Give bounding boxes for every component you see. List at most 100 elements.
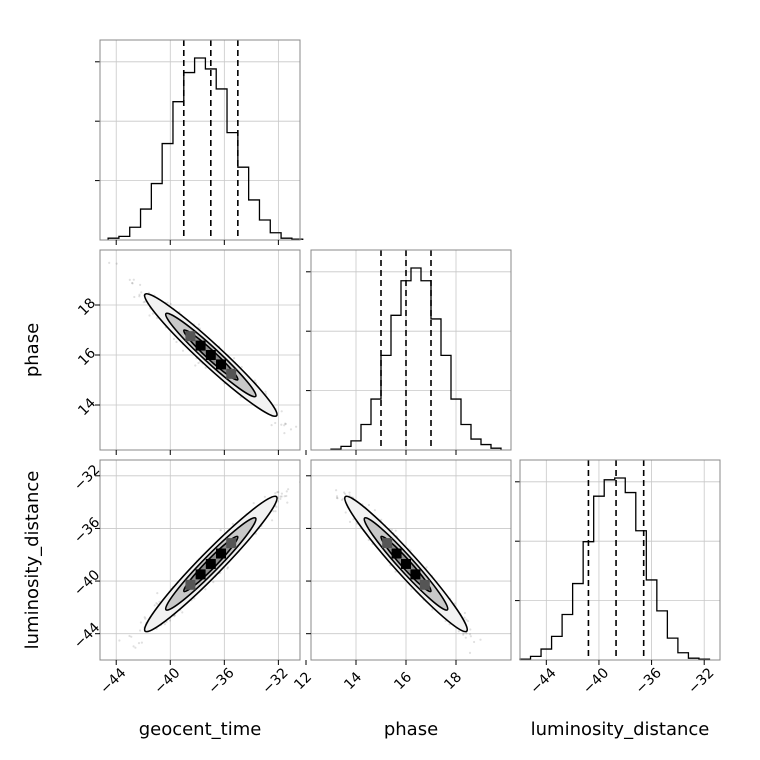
sample-point: [142, 301, 145, 304]
sample-point: [156, 603, 159, 606]
sample-point: [457, 630, 460, 633]
sample-point: [279, 497, 282, 500]
sample-point: [253, 379, 256, 382]
density-peak: [382, 538, 393, 549]
sample-point: [280, 423, 283, 426]
panel-frame: [99, 249, 301, 451]
sample-point: [166, 301, 169, 304]
density-peak: [410, 569, 421, 580]
sample-point: [390, 528, 393, 532]
sample-point: [453, 602, 456, 605]
sample-point: [168, 619, 172, 622]
sample-point: [212, 581, 215, 584]
sample-point: [462, 633, 465, 636]
x-axis-label-phase: phase: [384, 719, 438, 740]
density-peak: [216, 548, 227, 559]
sample-point: [462, 632, 465, 635]
y-tick-label: 18: [75, 295, 99, 319]
sample-point: [139, 283, 142, 286]
sample-point: [156, 592, 159, 595]
sample-point: [139, 621, 142, 624]
sample-point: [280, 410, 283, 413]
sample-point: [286, 501, 289, 504]
density-peak: [185, 579, 196, 590]
sample-point: [277, 491, 280, 494]
sample-point: [163, 623, 166, 626]
x-tick-label: −44: [527, 665, 559, 697]
sample-point: [344, 511, 347, 514]
panel-frame: [99, 39, 301, 241]
x-tick-label: 18: [441, 669, 465, 693]
x-tick-label: −40: [151, 665, 183, 697]
panel-background: [100, 40, 300, 240]
sample-point: [194, 364, 197, 367]
sample-point: [118, 639, 121, 642]
sample-point: [263, 495, 266, 498]
sample-point: [128, 278, 131, 281]
sample-point: [264, 390, 267, 393]
sample-point: [197, 361, 200, 365]
y-tick-label: 14: [75, 395, 99, 419]
sample-point: [169, 302, 172, 305]
sample-point: [348, 491, 351, 494]
sample-point: [233, 357, 236, 360]
ticks-y-phase-r1c0: 14 16 18: [75, 295, 100, 419]
panel-background: [520, 460, 720, 660]
sample-point: [153, 604, 156, 607]
histogram-panel-geocent_time: [95, 39, 304, 241]
sample-point: [226, 567, 229, 570]
sample-point: [133, 295, 136, 299]
ticks-x-phase-r1c1: [305, 450, 457, 455]
sample-point: [274, 421, 277, 425]
sample-point: [131, 282, 134, 285]
sample-point: [270, 424, 273, 427]
sample-point: [465, 632, 468, 635]
x-tick-label: −40: [580, 665, 612, 697]
density-peak: [226, 538, 237, 549]
sample-point: [271, 519, 274, 522]
sample-point: [394, 570, 397, 573]
histogram-panel-luminosity_distance: [515, 459, 721, 661]
sample-point: [469, 628, 472, 631]
sample-point: [280, 495, 283, 498]
sample-point: [139, 629, 142, 632]
sample-point: [172, 337, 175, 341]
sample-point: [283, 424, 286, 427]
panel-frame: [310, 459, 512, 661]
x-tick-label: 14: [341, 669, 365, 693]
sample-point: [465, 618, 468, 621]
sample-point: [137, 642, 141, 645]
sample-point: [173, 615, 176, 618]
sample-point: [130, 635, 133, 638]
sample-point: [469, 635, 472, 638]
ticks-x-geocent_time-r0c0: [115, 240, 279, 245]
sample-point: [410, 588, 413, 591]
density-peak: [401, 558, 411, 569]
histogram-step-geocent_time: [107, 57, 304, 240]
x-axis-label-geocent_time: geocent_time: [139, 719, 262, 740]
sample-point: [285, 494, 288, 498]
x-axis-label-luminosity_distance: luminosity_distance: [531, 719, 710, 740]
sample-point: [197, 323, 201, 326]
sample-point: [344, 492, 347, 495]
sample-point: [140, 291, 143, 294]
sample-point: [240, 365, 243, 369]
sample-point: [156, 316, 159, 320]
sample-point: [343, 491, 346, 494]
sample-point: [284, 422, 287, 425]
sample-point: [463, 616, 466, 619]
sample-point: [140, 641, 143, 644]
x-tick-label: −32: [685, 665, 717, 697]
sample-point: [138, 295, 141, 298]
x-tick-label: −44: [97, 665, 129, 697]
density-peak: [226, 368, 237, 379]
sample-point: [143, 616, 146, 619]
sample-point: [131, 281, 134, 285]
sample-point: [425, 566, 428, 569]
y-axis-label-luminosity_distance: luminosity_distance: [22, 471, 43, 650]
density-peak: [391, 548, 402, 559]
y-axis-label-phase: phase: [22, 323, 43, 377]
sample-point: [204, 366, 207, 369]
sample-point: [279, 495, 282, 498]
sample-point: [132, 645, 135, 648]
